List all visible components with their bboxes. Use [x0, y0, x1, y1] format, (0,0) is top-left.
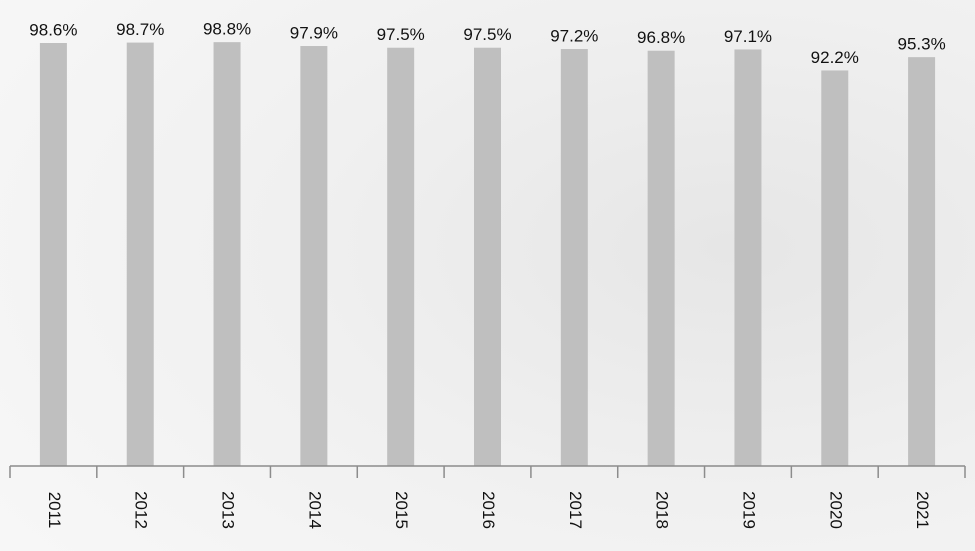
x-tick-label: 2011: [45, 492, 64, 529]
value-label: 95.3%: [897, 35, 945, 54]
bar: [821, 70, 849, 466]
value-label: 98.6%: [29, 20, 77, 39]
bar: [213, 42, 241, 466]
x-tick-label: 2019: [739, 491, 758, 529]
value-label: 92.2%: [811, 48, 859, 67]
value-label: 98.7%: [116, 20, 164, 39]
bar: [300, 46, 328, 466]
bar: [908, 57, 936, 467]
value-label: 97.9%: [290, 23, 338, 42]
bar: [734, 49, 762, 466]
x-tick-label: 2017: [566, 491, 585, 529]
bar: [560, 49, 588, 467]
x-tick-label: 2020: [826, 491, 845, 529]
bar: [387, 47, 415, 466]
value-label: 97.2%: [550, 26, 598, 45]
x-tick-label: 2021: [913, 491, 932, 529]
x-tick-label: 2012: [132, 491, 151, 529]
x-tick-label: 2016: [479, 491, 498, 529]
x-tick-label: 2014: [305, 491, 324, 529]
value-label: 97.5%: [463, 25, 511, 44]
bar: [126, 42, 154, 467]
value-label: 98.8%: [203, 20, 251, 39]
value-label: 97.1%: [724, 27, 772, 46]
bar: [474, 47, 501, 466]
value-label: 97.5%: [377, 25, 425, 44]
x-tick-label: 2015: [392, 491, 411, 529]
bar: [647, 50, 675, 467]
x-tick-label: 2013: [219, 491, 238, 529]
value-label: 96.8%: [637, 28, 685, 47]
bar: [39, 43, 67, 466]
x-tick-label: 2018: [653, 491, 672, 529]
